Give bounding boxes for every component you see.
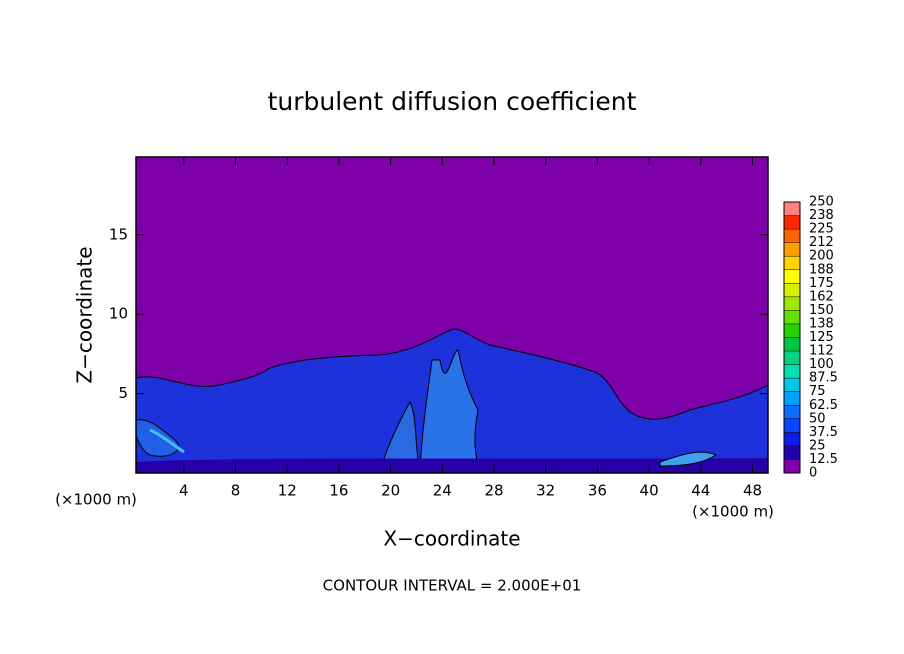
colorbar-label: 125	[809, 330, 834, 345]
colorbar-label: 250	[809, 195, 834, 210]
colorbar-segment	[784, 310, 800, 324]
x-tick-label: 40	[640, 482, 659, 500]
y-tick-label: 5	[118, 384, 128, 402]
x-tick-label: 4	[179, 482, 189, 500]
colorbar-label: 87.5	[809, 371, 838, 386]
x-tick-label: 16	[329, 482, 348, 500]
colorbar-label: 175	[809, 276, 834, 291]
x-tick-label: 24	[433, 482, 452, 500]
colorbar-segment	[784, 229, 800, 243]
colorbar-label: 0	[809, 466, 817, 481]
colorbar-label: 100	[809, 357, 834, 372]
colorbar-label: 188	[809, 262, 834, 277]
colorbar-segment	[784, 405, 800, 419]
y-axis-label: Z−coordinate	[73, 246, 97, 383]
colorbar-label: 162	[809, 289, 834, 304]
y-tick-label: 15	[109, 225, 128, 243]
y-tick-label: 10	[109, 305, 128, 323]
colorbar-segment	[784, 242, 800, 257]
colorbar-segment	[784, 296, 800, 311]
x-tick-label: 28	[484, 482, 503, 500]
colorbar-segment	[784, 459, 800, 473]
chart-title: turbulent diffusion coefficient	[268, 87, 637, 116]
colorbar-segment	[784, 283, 800, 297]
colorbar-segment	[784, 351, 800, 365]
colorbar-label: 225	[809, 222, 834, 237]
colorbar-segment	[784, 323, 800, 338]
x-tick-label: 32	[536, 482, 555, 500]
colorbar-label: 212	[809, 235, 834, 250]
colorbar-label: 75	[809, 384, 826, 399]
colorbar-label: 25	[809, 438, 826, 453]
colorbar-label: 50	[809, 411, 826, 426]
x-tick-label: 48	[743, 482, 762, 500]
colorbar-label: 150	[809, 303, 834, 318]
colorbar-segment	[784, 269, 800, 284]
colorbar-label: 12.5	[809, 452, 838, 467]
colorbar-label: 200	[809, 249, 834, 264]
colorbar-segment	[784, 202, 800, 216]
colorbar-segment	[784, 215, 800, 230]
colorbar-segment	[784, 378, 800, 392]
contour-field	[136, 157, 768, 473]
colorbar-label: 62.5	[809, 398, 838, 413]
colorbar-segment	[784, 256, 800, 270]
x-unit-label: (×1000 m)	[55, 491, 137, 509]
colorbar-label: 138	[809, 316, 834, 331]
plot-frame	[135, 156, 769, 474]
colorbar-segment	[784, 337, 800, 352]
x-tick-label: 36	[588, 482, 607, 500]
annotation: CONTOUR INTERVAL = 2.000E+01	[323, 577, 582, 595]
x-axis-label: X−coordinate	[383, 527, 520, 551]
colorbar-segment	[784, 418, 800, 433]
x-tick-label: 8	[231, 482, 241, 500]
colorbar-segment	[784, 391, 800, 406]
colorbar-label: 112	[809, 344, 834, 359]
x-tick-label: 20	[381, 482, 400, 500]
colorbar-label: 37.5	[809, 425, 838, 440]
x-unit-label: (×1000 m)	[692, 503, 774, 521]
colorbar-segment	[784, 445, 800, 460]
colorbar-segment	[784, 364, 800, 379]
x-tick-label: 44	[691, 482, 710, 500]
x-tick-label: 12	[278, 482, 297, 500]
colorbar-segment	[784, 432, 800, 446]
colorbar-label: 238	[809, 208, 834, 223]
